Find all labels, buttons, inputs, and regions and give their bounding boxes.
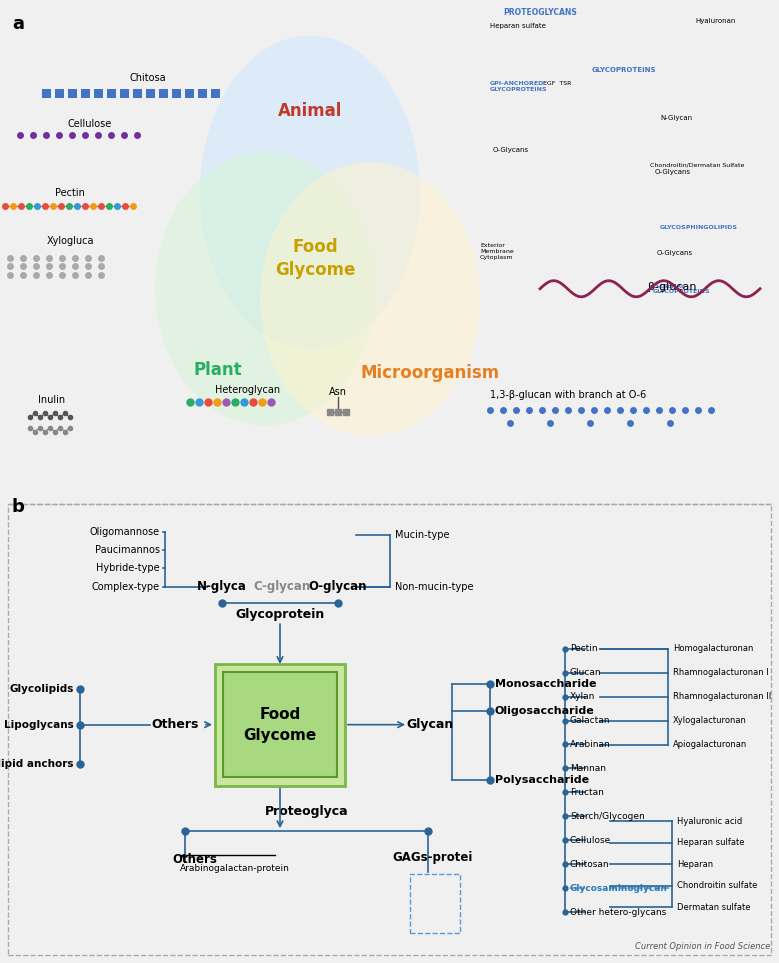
Text: Arabinan: Arabinan [570, 740, 611, 749]
Bar [81, 90, 90, 98]
Text: C-glycan: C-glycan [253, 581, 311, 593]
Text: β-glucan: β-glucan [648, 282, 696, 292]
Text: b: b [12, 499, 25, 516]
Text: Dermatan sulfate: Dermatan sulfate [677, 902, 750, 912]
Text: Chondroitin/Dermatan Sulfate: Chondroitin/Dermatan Sulfate [650, 162, 745, 168]
Text: Starch/Glycogen: Starch/Glycogen [570, 812, 645, 820]
Text: Chitosan: Chitosan [570, 860, 610, 869]
Text: Plant: Plant [194, 361, 242, 378]
Text: Apiogalacturonan: Apiogalacturonan [673, 741, 747, 749]
Text: GAGs-protei: GAGs-protei [393, 851, 473, 865]
Text: O-Glycans: O-Glycans [493, 147, 529, 153]
Text: Glycoprotein: Glycoprotein [235, 608, 325, 621]
Text: PROTEOGLYCANS: PROTEOGLYCANS [503, 8, 577, 17]
Text: Heteroglycan: Heteroglycan [216, 385, 280, 395]
Bar [146, 90, 155, 98]
Text: Animal: Animal [278, 102, 342, 120]
Text: Lipoglycans: Lipoglycans [4, 719, 74, 730]
Text: Glycosaminoglycan: Glycosaminoglycan [570, 884, 668, 893]
Ellipse shape [155, 152, 375, 426]
Text: Mucin-type: Mucin-type [395, 530, 449, 540]
Bar [198, 90, 207, 98]
Text: Pectin: Pectin [570, 644, 597, 653]
Text: Complex-type: Complex-type [92, 582, 160, 591]
Text: Glycan: Glycan [407, 718, 453, 731]
Text: Exterior
Membrane
Cytoplasm: Exterior Membrane Cytoplasm [480, 243, 513, 260]
Text: Xylogluca: Xylogluca [46, 236, 93, 247]
Text: Asn: Asn [329, 387, 347, 397]
Text: Rhamnogalacturonan I: Rhamnogalacturonan I [673, 668, 769, 677]
Text: EGF  TSR: EGF TSR [543, 81, 571, 86]
Text: N-glyca: N-glyca [197, 581, 247, 593]
Text: Glycolipids: Glycolipids [9, 684, 74, 694]
Bar [185, 90, 194, 98]
Text: GLYCOPROTEINS: GLYCOPROTEINS [592, 66, 657, 73]
Text: Cellulose: Cellulose [570, 836, 612, 845]
Bar [55, 90, 64, 98]
Text: Other hetero-glycans: Other hetero-glycans [570, 908, 666, 917]
Text: Food
Glycome: Food Glycome [243, 707, 316, 742]
Text: Mannan: Mannan [570, 764, 606, 773]
Text: Galactan: Galactan [570, 716, 611, 725]
Text: O-GlcNAc
GLYCOPROTEINS: O-GlcNAc GLYCOPROTEINS [653, 284, 710, 295]
Text: Others: Others [151, 718, 199, 731]
Text: Food
Glycome: Food Glycome [275, 238, 355, 279]
Text: Hyaluronic acid: Hyaluronic acid [677, 817, 742, 825]
Text: Fructan: Fructan [570, 788, 604, 797]
Bar [211, 90, 220, 98]
Text: Non-mucin-type: Non-mucin-type [395, 582, 474, 591]
Text: Current Opinion in Food Science: Current Opinion in Food Science [635, 942, 770, 950]
Text: Microorganism: Microorganism [361, 364, 499, 382]
Text: Heparan sulfate: Heparan sulfate [677, 838, 745, 847]
Text: O-glycan: O-glycan [308, 581, 367, 593]
Bar [68, 90, 77, 98]
Text: Heparan: Heparan [677, 860, 713, 869]
Text: Hyaluronan: Hyaluronan [695, 18, 735, 24]
Text: Chondroitin sulfate: Chondroitin sulfate [677, 881, 757, 890]
Text: Polysaccharide: Polysaccharide [495, 775, 589, 786]
Text: Oligosaccharide: Oligosaccharide [495, 707, 594, 716]
Ellipse shape [260, 162, 480, 435]
Bar [94, 90, 103, 98]
Text: N-Glycan: N-Glycan [660, 116, 692, 121]
Text: Glucan: Glucan [570, 668, 601, 677]
Text: Xylan: Xylan [570, 692, 595, 701]
Text: Hybride-type: Hybride-type [97, 563, 160, 574]
Bar [120, 90, 129, 98]
Ellipse shape [200, 36, 420, 350]
FancyBboxPatch shape [223, 672, 337, 777]
Text: Chitosa: Chitosa [129, 73, 166, 83]
Text: Monosaccharide: Monosaccharide [495, 679, 597, 690]
Text: Homogalacturonan: Homogalacturonan [673, 644, 753, 653]
Bar [159, 90, 168, 98]
Text: Inulin: Inulin [38, 395, 65, 405]
Text: Rhamnogalacturonan II: Rhamnogalacturonan II [673, 692, 771, 701]
Text: a: a [12, 15, 24, 33]
Bar [42, 90, 51, 98]
Text: GPI-ANCHORED
GLYCOPROTEINS: GPI-ANCHORED GLYCOPROTEINS [490, 81, 548, 91]
Text: Proteoglyca: Proteoglyca [265, 805, 348, 818]
Text: Oligomannose: Oligomannose [90, 527, 160, 537]
Text: Xylogalacturonan: Xylogalacturonan [673, 716, 747, 725]
Bar [133, 90, 142, 98]
Text: 1,3-β-glucan with branch at O-6: 1,3-β-glucan with branch at O-6 [490, 390, 647, 401]
Text: Arabinogalactan-protein: Arabinogalactan-protein [180, 864, 290, 872]
FancyBboxPatch shape [215, 664, 345, 786]
Text: Heparan sulfate: Heparan sulfate [490, 23, 546, 29]
Text: Glycolipid anchors: Glycolipid anchors [0, 759, 74, 769]
Bar [107, 90, 116, 98]
Text: Pectin: Pectin [55, 188, 85, 197]
Text: GLYCOSPHINGOLIPIDS: GLYCOSPHINGOLIPIDS [660, 225, 738, 230]
Bar [172, 90, 181, 98]
Text: Others: Others [173, 853, 217, 867]
Text: Paucimannos: Paucimannos [95, 545, 160, 556]
Text: O-Glycans: O-Glycans [655, 169, 691, 175]
Text: O-Glycans: O-Glycans [657, 250, 693, 256]
Text: Cellulose: Cellulose [68, 118, 112, 129]
